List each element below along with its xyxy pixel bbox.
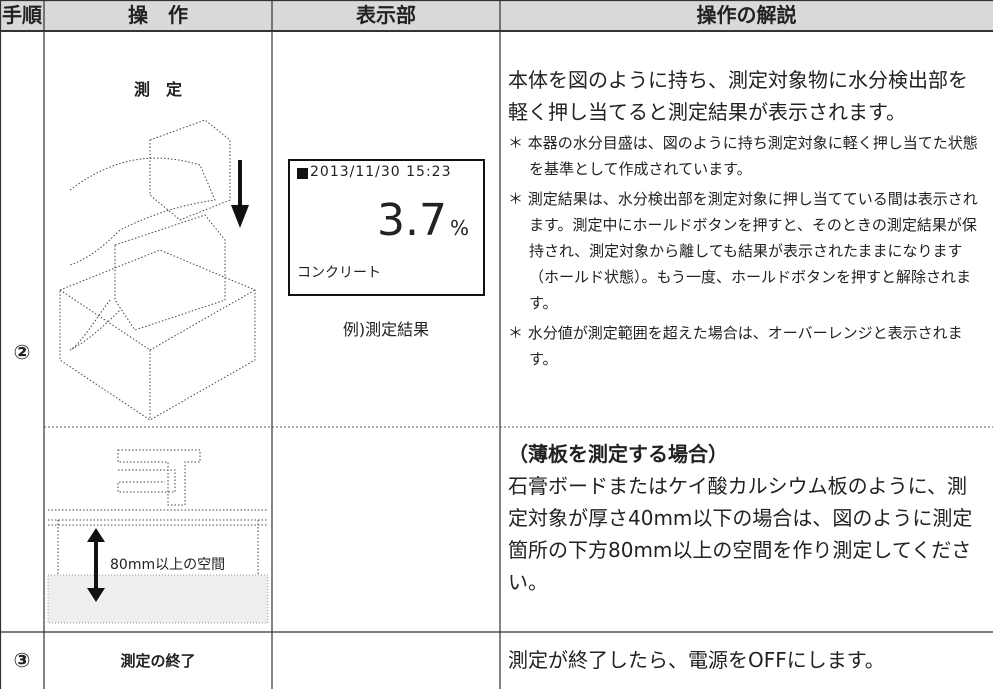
header-cell: 操作の解説 [696,3,797,27]
explanation: 測定が終了したら、電源をOFFにします。 [508,648,885,672]
display-unit: % [449,216,469,240]
thin-body: 石膏ボードまたはケイ酸カルシウム板のように、測定対象が厚さ40mm以下の場合は、… [508,474,973,594]
note: ＊ 本器の水分目盛は、図のように持ち測定対象に軽く押し当てた状態を基準として作成… [508,134,978,178]
display-icon [297,168,308,179]
display-date: 2013/11/30 15:23 [310,164,452,180]
display-material: コンクリート [297,265,381,281]
operation-label: 測 定 [133,80,182,99]
header-cell: 操 作 [128,3,188,27]
step-number: ③ [13,648,31,672]
display-value: 3.7 [377,195,447,246]
space-arrow [87,528,105,602]
header-cell: 表示部 [356,3,416,27]
header-bg [0,0,993,30]
display-screen [288,159,485,296]
operation-label: 測定の終了 [120,652,196,670]
display-reading: 3.7% [289,195,469,246]
notes: ＊ 本器の水分目盛は、図のように持ち測定対象に軽く押し当てた状態を基準として作成… [508,130,988,376]
thin-title: （薄板を測定する場合） [508,442,728,466]
header-cell: 手順 [2,3,42,27]
explanation: 本体を図のように持ち、測定対象物に水分検出部を軽く押し当てると測定結果が表示され… [508,68,968,124]
space-label: 80mm以上の空間 [110,554,226,574]
measure-illustration [59,119,256,421]
display-caption: 例)測定結果 [342,320,430,339]
press-arrow [231,160,249,228]
note: ＊ 測定結果は、水分検出部を測定対象に押し当てている間は表示されます。測定中にホ… [508,190,978,312]
note: ＊ 水分値が測定範囲を超えた場合は、オーバーレンジと表示されます。 [508,324,963,368]
step-number: ② [13,340,31,364]
floor [47,574,269,624]
thin-board-illustration [48,449,268,575]
